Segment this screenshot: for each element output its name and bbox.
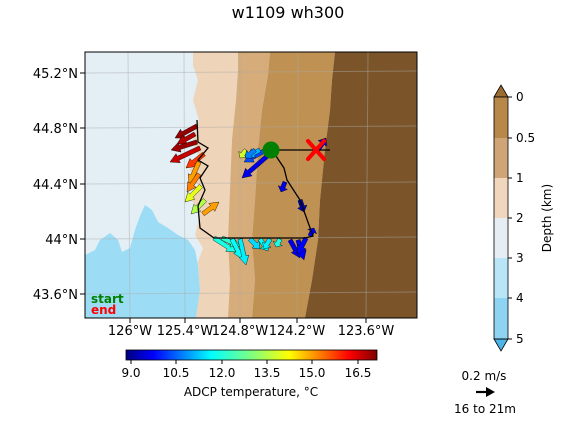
velocity-arrow <box>201 201 220 217</box>
velocity-arrow <box>184 184 203 203</box>
depth-tick-label: 0.5 <box>516 131 535 145</box>
start-label: start <box>91 292 124 306</box>
end-marker <box>306 139 326 161</box>
lat-tick-label: 45.2°N <box>33 67 78 82</box>
land-area <box>305 52 417 318</box>
quiver-key: 0.2 m/s 16 to 21m <box>454 369 516 416</box>
speed-scale-label: 0.2 m/s <box>462 369 507 383</box>
depth-tick-label: 3 <box>516 251 524 265</box>
lat-tick-label: 44.4°N <box>33 178 78 193</box>
depth-colorbar-bottom-extend <box>493 338 509 352</box>
lon-tick-label: 125.4°W <box>157 324 214 339</box>
depth-band <box>494 258 508 298</box>
lon-ticks: 126°W 125.4°W 124.8°W 124.2°W 123.6°W <box>108 318 395 339</box>
start-marker <box>262 141 280 159</box>
temperature-gradient <box>125 349 378 361</box>
map-frame <box>84 51 418 319</box>
depth-band <box>494 178 508 218</box>
lon-tick-label: 123.6°W <box>338 324 395 339</box>
temperature-tick-label: 16.5 <box>345 366 372 380</box>
temperature-tick-label: 15.0 <box>299 366 326 380</box>
lon-tick-label: 124.8°W <box>212 324 269 339</box>
depth-colorbar-label: Depth (km) <box>540 184 554 252</box>
depth-colorbar-top-extend <box>493 84 509 98</box>
depth-band <box>494 218 508 258</box>
end-label: end <box>91 303 116 317</box>
deep-sea-area <box>85 205 200 318</box>
lat-ticks: 45.2°N 44.8°N 44.4°N 44°N 43.6°N <box>33 67 85 303</box>
graticule <box>85 52 417 318</box>
depth-colorbar: 0 0.5 1 2 3 4 5 Depth (km) <box>493 84 554 352</box>
velocity-arrow <box>262 237 273 250</box>
lat-tick-label: 44.8°N <box>33 122 78 137</box>
lon-tick-label: 124.2°W <box>269 324 326 339</box>
depth-tick-label: 2 <box>516 211 524 225</box>
ship-track <box>196 119 330 239</box>
velocity-arrow <box>176 131 197 145</box>
velocity-arrow <box>244 148 257 159</box>
velocity-arrow <box>169 145 202 163</box>
velocity-arrow <box>174 123 199 139</box>
velocity-arrow <box>190 198 207 215</box>
figure-title: w1109 wh300 <box>232 3 345 22</box>
depth-tick-label: 4 <box>516 291 524 305</box>
depth-band <box>494 298 508 339</box>
velocity-arrow <box>277 180 288 193</box>
velocity-arrow <box>237 238 250 266</box>
velocity-arrow <box>272 237 283 248</box>
lat-tick-label: 43.6°N <box>33 288 78 303</box>
velocity-arrow <box>186 172 202 193</box>
temperature-tick-label: 12.0 <box>209 366 236 380</box>
velocity-arrow <box>296 236 309 255</box>
lon-tick-label: 126°W <box>108 324 152 339</box>
temperature-tick-label: 13.5 <box>254 366 281 380</box>
scale-arrow-icon <box>476 387 495 397</box>
depth-tick-label: 0 <box>516 90 524 104</box>
depth-tick-label: 5 <box>516 332 524 346</box>
depth-band <box>494 97 508 138</box>
lat-tick-label: 44°N <box>45 233 78 248</box>
temperature-tick-label: 10.5 <box>163 366 190 380</box>
velocity-arrow <box>170 139 198 153</box>
temperature-colorbar-label: ADCP temperature, °C <box>184 385 318 399</box>
temperature-colorbar: 9.0 10.5 12.0 13.5 15.0 16.5 ADCP temper… <box>121 349 378 399</box>
depth-range-label: 16 to 21m <box>454 402 516 416</box>
temperature-tick-label: 9.0 <box>121 366 140 380</box>
upper-slope-area <box>252 52 335 318</box>
map-panel: 45.2°N 44.8°N 44.4°N 44°N 43.6°N 126°W 1… <box>33 51 418 339</box>
depth-band <box>494 138 508 178</box>
depth-tick-label: 1 <box>516 171 524 185</box>
